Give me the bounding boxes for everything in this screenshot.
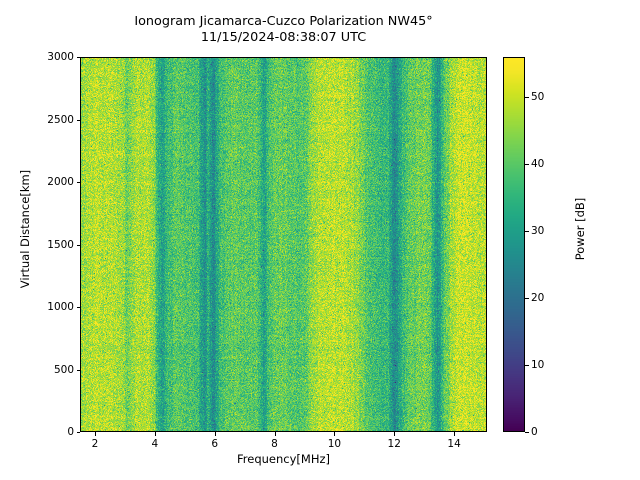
x-tick-mark	[454, 432, 456, 436]
heatmap-axes	[80, 57, 487, 432]
x-tick-mark	[394, 432, 396, 436]
x-tick-mark	[274, 432, 276, 436]
y-tick-label: 0	[67, 426, 74, 438]
page-title: Ionogram Jicamarca-Cuzco Polarization NW…	[80, 14, 487, 45]
y-tick-mark	[76, 432, 80, 433]
y-axis-label: Virtual Distance[km]	[18, 169, 32, 289]
x-tick-label: 4	[151, 438, 159, 450]
x-tick-label: 6	[211, 438, 218, 450]
colorbar-gradient	[504, 58, 524, 431]
y-tick-mark	[76, 57, 80, 58]
colorbar-tick-mark	[525, 97, 529, 99]
x-tick-label: 2	[91, 438, 99, 450]
x-tick-label: 14	[447, 438, 461, 450]
x-tick-mark	[214, 432, 216, 436]
colorbar-tick-label: 10	[531, 359, 545, 372]
y-tick-mark	[76, 119, 80, 121]
colorbar-tick-label: 30	[531, 225, 545, 238]
colorbar-tick-label: 50	[531, 91, 545, 104]
y-tick-label: 2000	[47, 176, 74, 188]
y-tick-label: 1500	[47, 238, 74, 251]
x-tick-label: 8	[271, 438, 278, 450]
y-tick-mark	[76, 182, 80, 183]
colorbar-tick-label: 40	[531, 158, 545, 171]
ionogram-heatmap	[81, 58, 486, 431]
colorbar-tick-label: 20	[531, 292, 545, 305]
colorbar-tick-mark	[525, 231, 529, 233]
y-tick-mark	[76, 244, 80, 246]
colorbar-tick-mark	[525, 365, 529, 367]
y-tick-label: 500	[53, 363, 74, 376]
y-tick-mark	[76, 307, 80, 308]
x-tick-mark	[334, 432, 336, 436]
colorbar-label: Power [dB]	[573, 197, 587, 261]
colorbar-tick-mark	[525, 164, 529, 166]
colorbar	[503, 57, 525, 432]
x-axis-label: Frequency[MHz]	[237, 452, 330, 466]
title-line-2: 11/15/2024-08:38:07 UTC	[200, 29, 367, 45]
y-tick-label: 2500	[47, 113, 74, 126]
title-line-1: Ionogram Jicamarca-Cuzco Polarization NW…	[134, 14, 433, 29]
colorbar-tick-mark	[525, 432, 529, 433]
colorbar-tick-label: 0	[531, 426, 538, 438]
x-tick-mark	[94, 432, 96, 436]
x-tick-label: 10	[327, 438, 342, 450]
x-tick-mark	[154, 432, 156, 436]
y-tick-label: 1000	[47, 301, 74, 313]
x-tick-label: 12	[387, 438, 401, 450]
colorbar-tick-mark	[525, 298, 529, 300]
y-tick-label: 3000	[47, 51, 74, 63]
y-tick-mark	[76, 369, 80, 371]
